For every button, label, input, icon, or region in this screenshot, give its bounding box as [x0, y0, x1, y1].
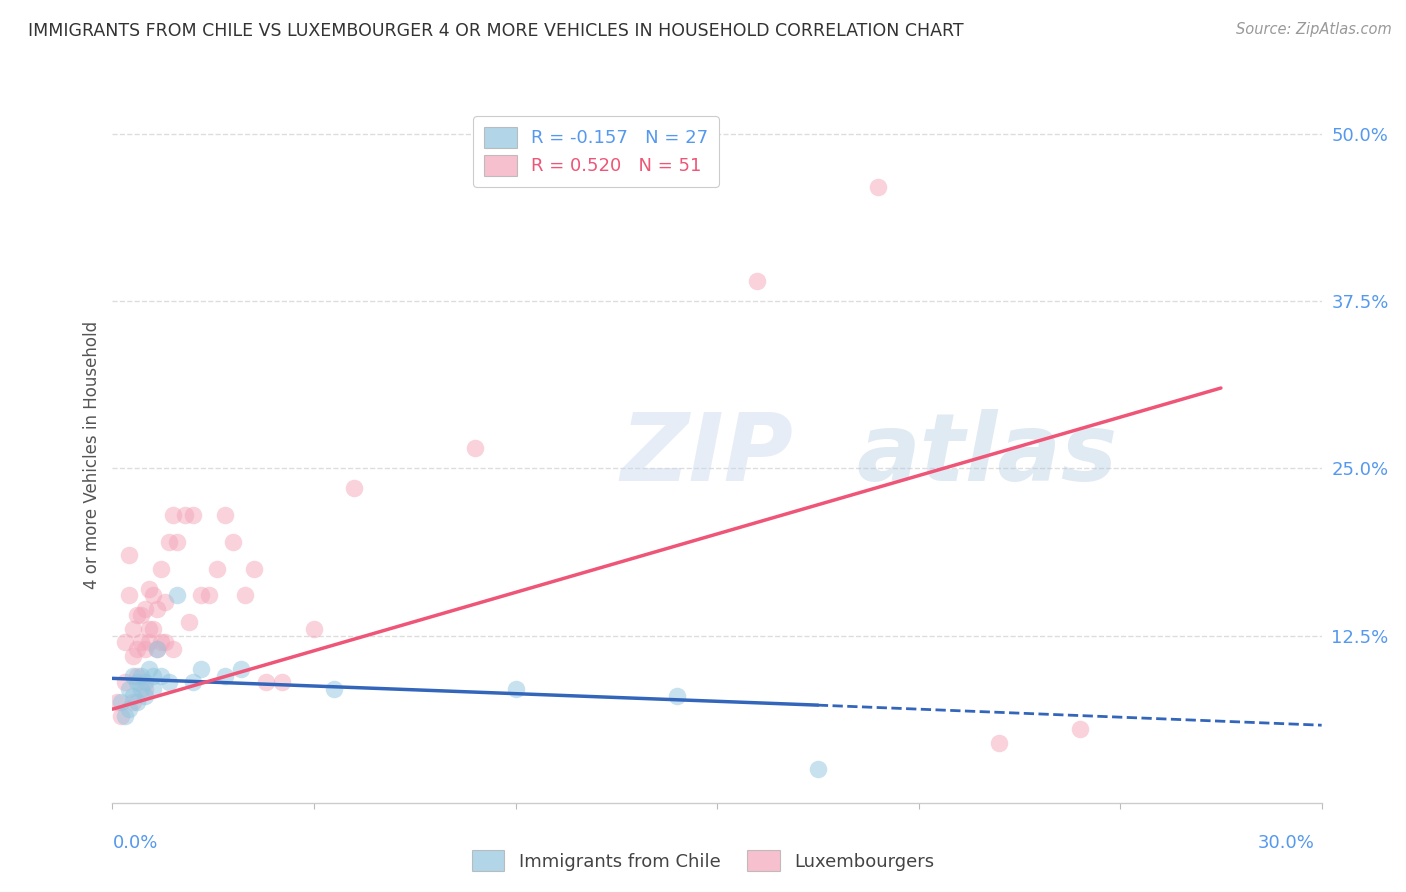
- Point: [129, 669, 152, 683]
- Point: [323, 681, 346, 696]
- Point: [114, 708, 136, 723]
- Point: [807, 762, 830, 776]
- Point: [157, 675, 180, 690]
- Point: [125, 642, 148, 657]
- Point: [146, 602, 169, 616]
- Point: [149, 562, 172, 576]
- Point: [149, 635, 172, 649]
- Point: [138, 622, 160, 636]
- Text: 30.0%: 30.0%: [1258, 834, 1315, 852]
- Point: [177, 615, 200, 630]
- Point: [214, 508, 236, 523]
- Point: [129, 635, 152, 649]
- Point: [134, 602, 156, 616]
- Point: [121, 622, 143, 636]
- Text: atlas: atlas: [856, 409, 1118, 501]
- Point: [134, 681, 156, 696]
- Point: [129, 681, 152, 696]
- Point: [254, 675, 277, 690]
- Point: [343, 482, 366, 496]
- Point: [198, 589, 221, 603]
- Point: [174, 508, 197, 523]
- Point: [134, 675, 156, 690]
- Point: [138, 635, 160, 649]
- Point: [142, 622, 165, 636]
- Point: [149, 669, 172, 683]
- Point: [464, 442, 486, 456]
- Point: [214, 669, 236, 683]
- Point: [125, 675, 148, 690]
- Point: [138, 662, 160, 676]
- Point: [222, 535, 245, 549]
- Point: [105, 696, 128, 710]
- Point: [146, 642, 169, 657]
- Point: [868, 180, 890, 194]
- Legend: Immigrants from Chile, Luxembourgers: Immigrants from Chile, Luxembourgers: [464, 843, 942, 879]
- Point: [125, 696, 148, 710]
- Point: [505, 681, 527, 696]
- Point: [117, 589, 139, 603]
- Point: [142, 681, 165, 696]
- Point: [166, 535, 188, 549]
- Point: [181, 675, 204, 690]
- Point: [190, 662, 212, 676]
- Point: [162, 642, 184, 657]
- Point: [142, 669, 165, 683]
- Point: [270, 675, 292, 690]
- Point: [121, 669, 143, 683]
- Text: ZIP: ZIP: [620, 409, 793, 501]
- Point: [134, 642, 156, 657]
- Point: [125, 608, 148, 623]
- Point: [665, 689, 688, 703]
- Point: [162, 508, 184, 523]
- Point: [129, 608, 152, 623]
- Point: [121, 696, 143, 710]
- Legend: R = -0.157   N = 27, R = 0.520   N = 51: R = -0.157 N = 27, R = 0.520 N = 51: [474, 116, 718, 186]
- Point: [142, 589, 165, 603]
- Point: [166, 589, 188, 603]
- Point: [134, 689, 156, 703]
- Point: [114, 635, 136, 649]
- Y-axis label: 4 or more Vehicles in Household: 4 or more Vehicles in Household: [83, 321, 101, 589]
- Point: [125, 669, 148, 683]
- Text: IMMIGRANTS FROM CHILE VS LUXEMBOURGER 4 OR MORE VEHICLES IN HOUSEHOLD CORRELATIO: IMMIGRANTS FROM CHILE VS LUXEMBOURGER 4 …: [28, 22, 963, 40]
- Point: [110, 708, 132, 723]
- Point: [153, 595, 176, 609]
- Point: [190, 589, 212, 603]
- Point: [117, 548, 139, 563]
- Point: [117, 681, 139, 696]
- Text: 0.0%: 0.0%: [112, 834, 157, 852]
- Point: [1069, 723, 1091, 737]
- Point: [231, 662, 253, 676]
- Point: [138, 582, 160, 596]
- Point: [747, 274, 769, 288]
- Point: [121, 648, 143, 663]
- Point: [988, 735, 1011, 749]
- Point: [110, 696, 132, 710]
- Point: [207, 562, 229, 576]
- Point: [235, 589, 257, 603]
- Point: [242, 562, 264, 576]
- Point: [302, 622, 325, 636]
- Point: [181, 508, 204, 523]
- Point: [146, 642, 169, 657]
- Point: [157, 535, 180, 549]
- Text: Source: ZipAtlas.com: Source: ZipAtlas.com: [1236, 22, 1392, 37]
- Point: [117, 702, 139, 716]
- Point: [114, 675, 136, 690]
- Point: [121, 689, 143, 703]
- Point: [153, 635, 176, 649]
